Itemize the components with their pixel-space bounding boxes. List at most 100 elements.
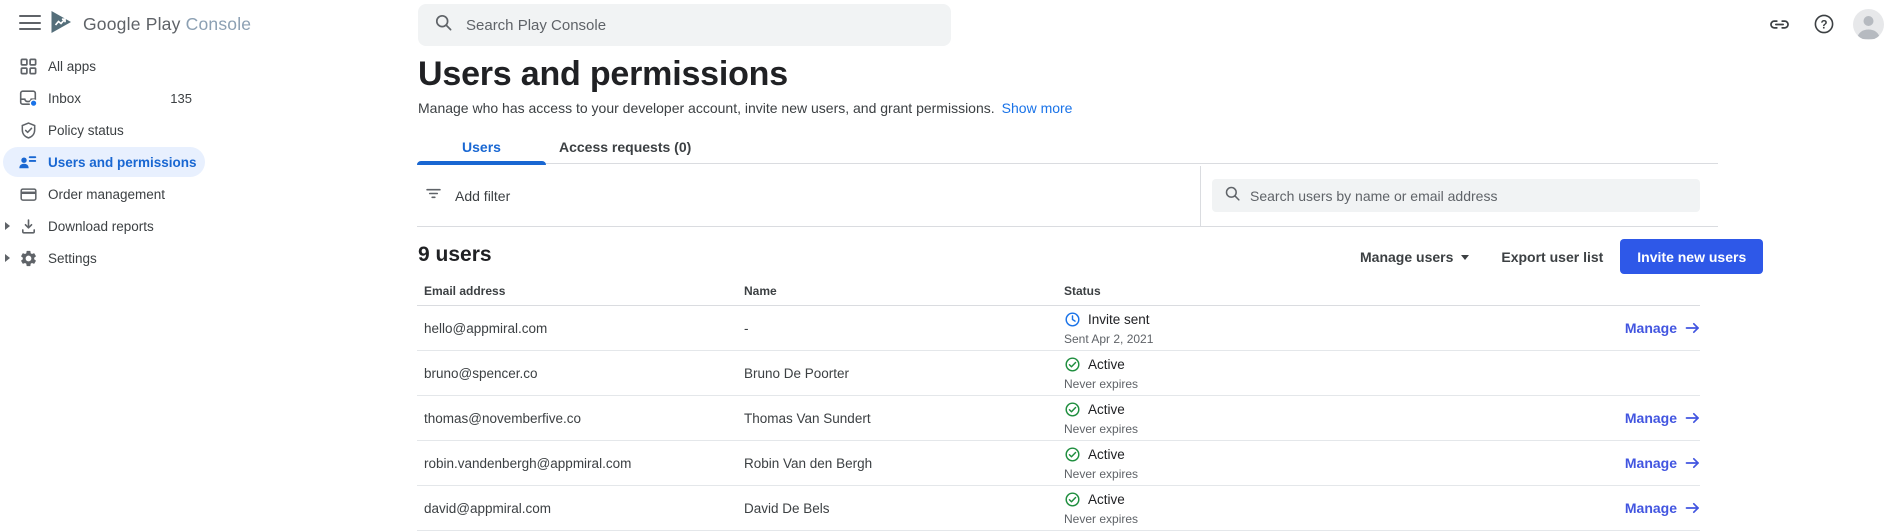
filter-divider — [1200, 166, 1201, 226]
sidebar-item-inbox[interactable]: Inbox 135 — [0, 82, 205, 114]
user-name: Bruno De Poorter — [744, 365, 850, 381]
user-status: Invite sent Sent Apr 2, 2021 — [1064, 311, 1580, 346]
filter-icon — [425, 185, 442, 207]
filter-bar: Add filter — [417, 164, 1718, 227]
user-email: hello@appmiral.com — [424, 320, 548, 336]
status-clock-icon — [1064, 311, 1081, 328]
user-status: Active Never expires — [1064, 401, 1580, 436]
status-subtext: Never expires — [1064, 466, 1139, 481]
download-icon — [18, 216, 38, 236]
status-subtext: Sent Apr 2, 2021 — [1064, 331, 1154, 346]
help-icon[interactable]: ? — [1808, 8, 1840, 40]
inbox-count-badge: 135 — [170, 90, 192, 106]
manage-user-link[interactable]: Manage — [1625, 455, 1700, 471]
user-email: thomas@novemberfive.co — [424, 410, 582, 426]
invite-new-users-button[interactable]: Invite new users — [1620, 239, 1764, 274]
status-check-icon — [1064, 401, 1081, 418]
user-email: bruno@spencer.co — [424, 365, 538, 381]
sidebar-item-label: Order management — [48, 186, 166, 202]
search-icon — [1224, 185, 1241, 207]
user-status: Active Never expires — [1064, 446, 1580, 481]
users-table: Email address Name Status hello@appmiral… — [417, 277, 1700, 531]
export-user-list-button[interactable]: Export user list — [1501, 248, 1604, 265]
user-search-input[interactable] — [1250, 187, 1688, 204]
page-description: Manage who has access to your developer … — [418, 100, 1073, 116]
apps-grid-icon — [18, 56, 38, 76]
tab-users[interactable]: Users — [417, 131, 546, 165]
sidebar-item-label: Settings — [48, 250, 97, 266]
user-name: - — [744, 320, 749, 336]
expand-chevron-icon[interactable] — [5, 254, 10, 262]
status-text: Active — [1088, 356, 1125, 372]
table-row: hello@appmiral.com - Invite sent Sent Ap… — [417, 306, 1700, 351]
sidebar-item-label: All apps — [48, 58, 97, 74]
sidebar: All apps Inbox 135 Policy s — [0, 50, 205, 274]
status-text: Active — [1088, 401, 1125, 417]
search-icon — [434, 13, 453, 37]
user-status: Active Never expires — [1064, 356, 1580, 391]
tab-bar: Users Access requests (0) — [417, 131, 1718, 165]
chevron-down-icon — [1461, 255, 1470, 260]
status-check-icon — [1064, 446, 1081, 463]
status-check-icon — [1064, 356, 1081, 373]
sidebar-item-settings[interactable]: Settings — [0, 242, 205, 274]
show-more-link[interactable]: Show more — [1001, 100, 1073, 116]
users-count-heading: 9 users — [418, 243, 492, 266]
user-email: robin.vandenbergh@appmiral.com — [424, 455, 632, 471]
app-logo-text: Google Play Console — [83, 14, 252, 34]
gear-icon — [18, 248, 38, 268]
sidebar-item-all-apps[interactable]: All apps — [0, 50, 205, 82]
link-icon[interactable] — [1763, 8, 1795, 40]
shield-check-icon — [18, 120, 38, 140]
status-check-icon — [1064, 491, 1081, 508]
arrow-right-icon — [1685, 322, 1699, 334]
menu-icon[interactable] — [19, 15, 41, 31]
arrow-right-icon — [1685, 457, 1699, 469]
manage-user-link[interactable]: Manage — [1625, 320, 1700, 336]
sidebar-item-label: Users and permissions — [48, 154, 197, 170]
manage-user-link[interactable]: Manage — [1625, 410, 1700, 426]
user-email: david@appmiral.com — [424, 500, 552, 516]
col-header-name: Name — [744, 284, 777, 298]
arrow-right-icon — [1685, 412, 1699, 424]
sidebar-item-label: Download reports — [48, 218, 154, 234]
sidebar-item-users-and-permissions[interactable]: Users and permissions — [0, 146, 205, 178]
play-console-logo-icon — [48, 9, 74, 40]
table-row: bruno@spencer.co Bruno De Poorter Active… — [417, 351, 1700, 396]
user-name: Robin Van den Bergh — [744, 455, 873, 471]
status-subtext: Never expires — [1064, 511, 1139, 526]
status-text: Invite sent — [1088, 311, 1150, 327]
status-subtext: Never expires — [1064, 376, 1139, 391]
manage-users-dropdown[interactable]: Manage users — [1360, 249, 1470, 265]
sidebar-item-label: Policy status — [48, 122, 124, 138]
app-logo[interactable]: Google Play Console — [48, 9, 251, 40]
users-icon — [18, 152, 38, 172]
page-title: Users and permissions — [418, 55, 788, 93]
global-search[interactable] — [418, 4, 951, 46]
sidebar-item-order-management[interactable]: Order management — [0, 178, 205, 210]
user-name: David De Bels — [744, 500, 830, 516]
status-text: Active — [1088, 491, 1125, 507]
account-avatar[interactable] — [1853, 8, 1884, 40]
table-row: robin.vandenbergh@appmiral.com Robin Van… — [417, 441, 1700, 486]
col-header-email: Email address — [424, 284, 506, 298]
status-subtext: Never expires — [1064, 421, 1139, 436]
user-search[interactable] — [1212, 179, 1700, 212]
add-filter-label: Add filter — [455, 187, 511, 204]
sidebar-item-download-reports[interactable]: Download reports — [0, 210, 205, 242]
credit-card-icon — [18, 184, 38, 204]
manage-user-link[interactable]: Manage — [1625, 500, 1700, 516]
expand-chevron-icon[interactable] — [5, 222, 10, 230]
add-filter-button[interactable]: Add filter — [425, 164, 510, 227]
user-status: Active Never expires — [1064, 491, 1580, 526]
table-row: david@appmiral.com David De Bels Active … — [417, 486, 1700, 531]
table-header-row: Email address Name Status — [417, 277, 1700, 306]
sidebar-item-policy-status[interactable]: Policy status — [0, 114, 205, 146]
global-search-input[interactable] — [466, 16, 935, 34]
inbox-icon — [18, 88, 38, 108]
tab-access-requests[interactable]: Access requests (0) — [559, 139, 692, 155]
arrow-right-icon — [1685, 502, 1699, 514]
sidebar-item-label: Inbox — [48, 90, 82, 106]
col-header-status: Status — [1064, 284, 1101, 298]
